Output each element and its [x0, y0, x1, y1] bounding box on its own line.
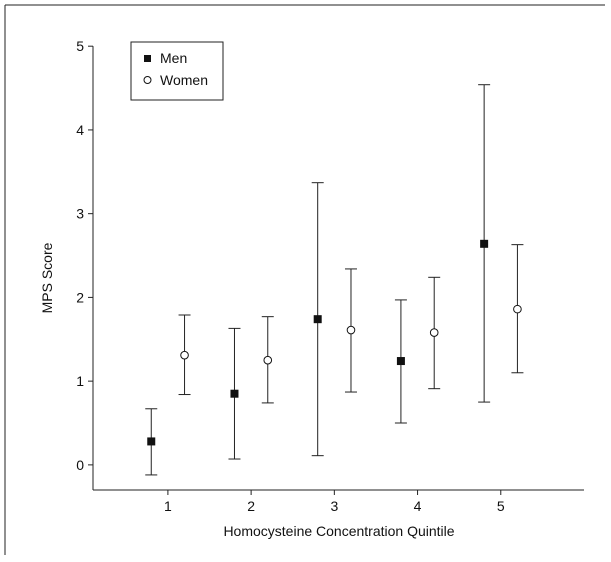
data-point-men	[396, 357, 405, 366]
x-tick-label: 2	[247, 498, 255, 514]
data-point-women	[180, 350, 189, 360]
x-tick-label: 3	[330, 498, 338, 514]
legend: Men Women	[130, 41, 224, 101]
legend-label-men: Men	[160, 50, 187, 66]
data-point-men	[480, 239, 489, 248]
y-tick-label: 0	[76, 457, 84, 473]
x-tick-label: 1	[164, 498, 172, 514]
data-point-men	[230, 389, 239, 398]
data-point-men	[313, 315, 322, 324]
y-tick-label: 2	[76, 289, 84, 305]
plot-area: 0 1 2 3 4 5 1 2 3 4 5	[76, 38, 584, 514]
y-tick-label: 1	[76, 373, 84, 389]
x-tick-label: 4	[414, 498, 422, 514]
data-point-women	[263, 355, 273, 365]
data-point-men	[147, 437, 156, 446]
data-point-women	[346, 325, 356, 335]
x-tick-label: 5	[497, 498, 505, 514]
y-tick-label: 3	[76, 206, 84, 222]
legend-marker-men-icon	[144, 55, 151, 62]
x-axis-ticks: 1 2 3 4 5	[164, 490, 505, 514]
legend-marker-women-icon	[143, 76, 152, 84]
series-men	[145, 84, 491, 476]
data-marks	[145, 84, 524, 476]
series-women	[178, 244, 524, 404]
y-tick-label: 5	[76, 38, 84, 54]
data-point-women	[429, 328, 439, 337]
y-axis-title: MPS Score	[39, 242, 55, 313]
legend-box	[130, 41, 224, 101]
data-point-women	[513, 304, 522, 314]
legend-label-women: Women	[160, 72, 208, 88]
y-axis-ticks: 0 1 2 3 4 5	[76, 38, 93, 473]
y-tick-label: 4	[76, 122, 84, 138]
x-axis-title: Homocysteine Concentration Quintile	[223, 523, 454, 539]
